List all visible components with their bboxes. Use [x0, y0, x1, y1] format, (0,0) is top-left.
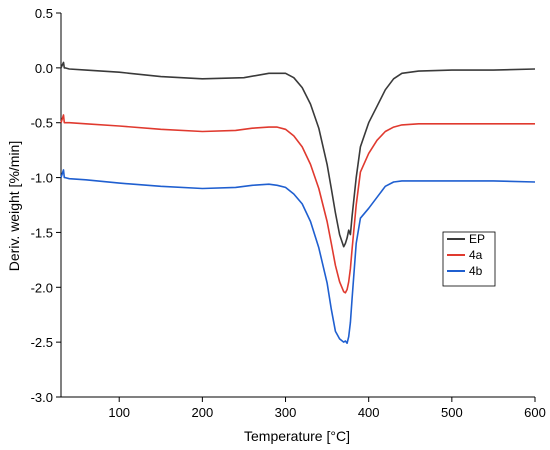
legend-label-4a: 4a	[469, 248, 483, 262]
series-line-4b	[60, 169, 536, 345]
y-axis-ticks: 0.5 0.0 -0.5 -1.0 -1.5 -2.0 -2.5 -3.0	[31, 6, 61, 405]
y-axis-label: Deriv. weight [%/min]	[6, 141, 22, 271]
y-tick-label: 0.0	[35, 61, 53, 76]
y-tick-label: -3.0	[31, 390, 53, 405]
x-tick-label: 600	[524, 405, 546, 420]
legend: EP 4a 4b	[442, 231, 496, 287]
series-lines	[60, 61, 536, 345]
y-tick-label: -0.5	[31, 116, 53, 131]
y-tick-label: -2.0	[31, 280, 53, 295]
y-tick-label: -1.0	[31, 171, 53, 186]
y-tick-label: -2.5	[31, 335, 53, 350]
x-tick-label: 200	[192, 405, 214, 420]
x-axis-label: Temperature [°C]	[244, 428, 350, 444]
y-tick-label: 0.5	[35, 6, 53, 21]
legend-box	[442, 231, 496, 287]
plot-frame	[60, 13, 535, 398]
legend-label-4b: 4b	[469, 264, 483, 278]
series-line-ep	[60, 61, 536, 248]
x-tick-label: 500	[441, 405, 463, 420]
y-tick-label: -1.5	[31, 225, 53, 240]
legend-label-ep: EP	[469, 232, 485, 246]
x-axis-ticks: 100 200 300 400 500 600	[108, 397, 546, 420]
x-tick-label: 100	[108, 405, 130, 420]
x-tick-label: 300	[275, 405, 297, 420]
series-line-4a	[60, 114, 535, 294]
x-tick-label: 400	[358, 405, 380, 420]
